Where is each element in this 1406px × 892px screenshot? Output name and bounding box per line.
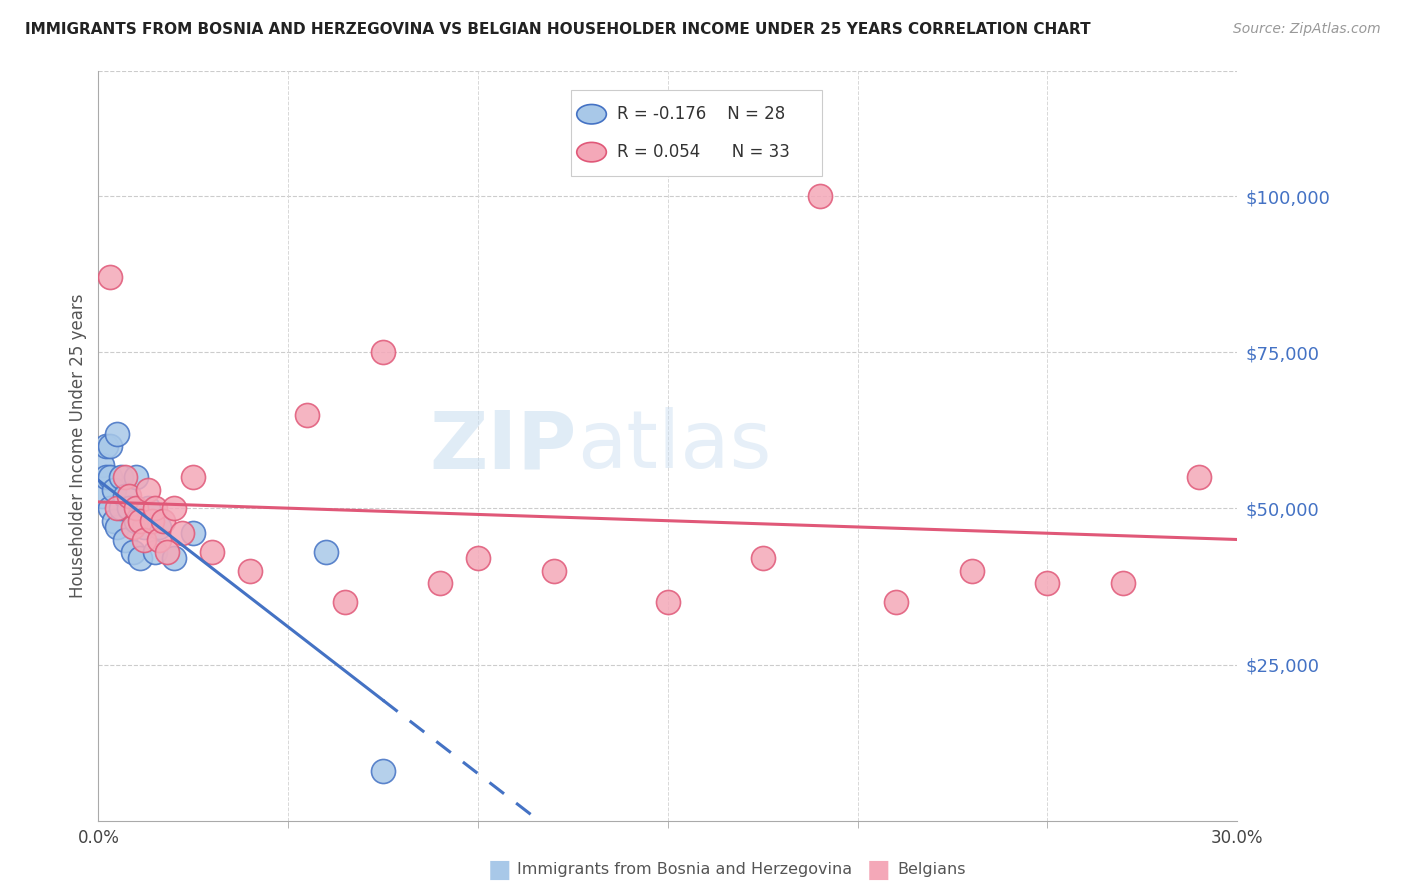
Text: ■: ■ [868, 858, 890, 881]
Point [371, 764, 394, 778]
Point [91, 458, 114, 472]
Point [163, 501, 186, 516]
Text: Source: ZipAtlas.com: Source: ZipAtlas.com [1233, 22, 1381, 37]
Point [467, 551, 489, 566]
Point [94, 470, 117, 484]
Text: IMMIGRANTS FROM BOSNIA AND HERZEGOVINA VS BELGIAN HOUSEHOLDER INCOME UNDER 25 YE: IMMIGRANTS FROM BOSNIA AND HERZEGOVINA V… [25, 22, 1091, 37]
Y-axis label: Householder Income Under 25 years: Householder Income Under 25 years [69, 293, 87, 599]
Point [145, 545, 167, 559]
Point [107, 501, 129, 516]
Point [110, 470, 132, 484]
Point [1112, 576, 1135, 591]
Point [183, 526, 205, 541]
Point [114, 533, 136, 547]
Point [429, 576, 451, 591]
Point [148, 520, 170, 534]
Point [132, 520, 155, 534]
Point [239, 564, 262, 578]
Text: Immigrants from Bosnia and Herzegovina: Immigrants from Bosnia and Herzegovina [517, 863, 852, 877]
Point [94, 439, 117, 453]
Point [170, 526, 193, 541]
Point [110, 501, 132, 516]
Circle shape [576, 143, 606, 161]
Point [103, 514, 125, 528]
Point [152, 514, 174, 528]
Point [960, 564, 983, 578]
Point [118, 501, 141, 516]
Point [114, 489, 136, 503]
Point [1188, 470, 1211, 484]
Point [118, 489, 141, 503]
Point [201, 545, 224, 559]
Point [145, 501, 167, 516]
Point [103, 483, 125, 497]
Point [543, 564, 565, 578]
Point [141, 514, 163, 528]
Point [136, 483, 159, 497]
Point [297, 408, 319, 422]
Point [129, 514, 152, 528]
Point [657, 595, 679, 609]
Point [371, 345, 394, 359]
Point [107, 426, 129, 441]
Point [125, 501, 148, 516]
Point [183, 470, 205, 484]
Point [121, 545, 143, 559]
Point [156, 545, 179, 559]
Circle shape [576, 104, 606, 124]
Point [121, 520, 143, 534]
Point [98, 439, 121, 453]
Point [98, 501, 121, 516]
Point [808, 189, 831, 203]
Point [148, 533, 170, 547]
Point [752, 551, 775, 566]
Point [125, 514, 148, 528]
Point [129, 551, 152, 566]
Text: ZIP: ZIP [429, 407, 576, 485]
Point [98, 270, 121, 285]
Point [1036, 576, 1059, 591]
Point [91, 489, 114, 503]
Text: Belgians: Belgians [897, 863, 966, 877]
Point [98, 470, 121, 484]
Point [315, 545, 337, 559]
Text: ■: ■ [488, 858, 510, 881]
Point [884, 595, 907, 609]
Text: R = 0.054      N = 33: R = 0.054 N = 33 [617, 143, 790, 161]
Point [125, 470, 148, 484]
Point [335, 595, 357, 609]
Point [163, 551, 186, 566]
Text: R = -0.176    N = 28: R = -0.176 N = 28 [617, 105, 785, 123]
Point [132, 533, 155, 547]
Point [107, 520, 129, 534]
Point [136, 501, 159, 516]
FancyBboxPatch shape [571, 90, 821, 177]
Text: atlas: atlas [576, 407, 770, 485]
Point [114, 470, 136, 484]
